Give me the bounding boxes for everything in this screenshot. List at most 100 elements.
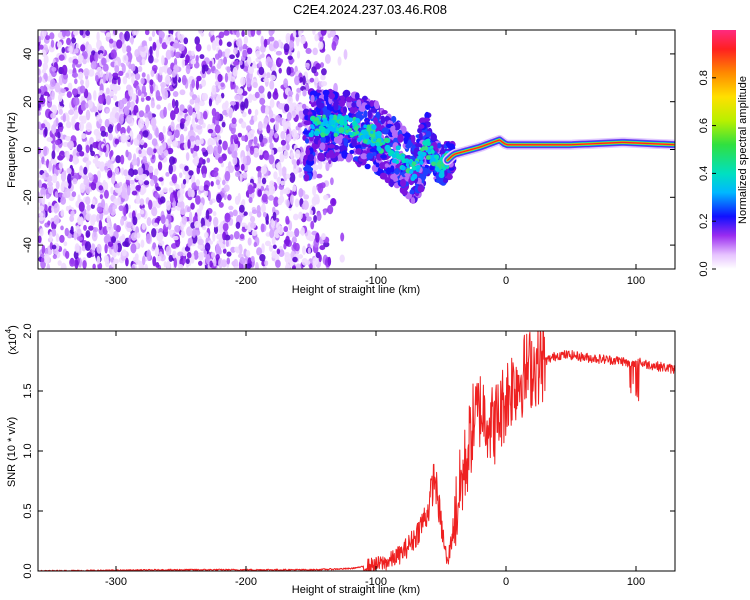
spectrogram-noise-cell (132, 225, 136, 232)
spectrogram-noise-cell (140, 239, 145, 248)
spectrogram-core-cell (409, 169, 414, 175)
spectrogram-noise-cell (312, 185, 317, 196)
spectrogram-noise-cell (273, 196, 280, 208)
spectrogram-noise-cell (221, 121, 226, 128)
spectrogram-halo-cell (343, 106, 348, 114)
spectrogram-noise-cell (213, 225, 219, 235)
spectrogram-noise-cell (284, 187, 291, 195)
spectrogram-noise-cell (69, 45, 73, 55)
spectrogram-noise-cell (41, 68, 47, 74)
spectrogram-noise-cell (298, 187, 304, 198)
spectrogram-noise-cell (253, 147, 260, 154)
spectrogram-noise-cell (159, 31, 165, 39)
spectrogram-noise-cell (264, 260, 269, 267)
spectrogram-noise-cell (237, 132, 243, 138)
spectrogram-halo-cell (317, 152, 325, 162)
spectrogram-halo-cell (366, 152, 374, 160)
spectrogram-noise-cell (275, 259, 281, 268)
spectrogram-noise-cell (190, 202, 195, 210)
spectrogram-noise-cell (216, 193, 222, 204)
spectrogram-noise-cell (74, 259, 79, 269)
spectrogram-noise-cell (241, 30, 245, 37)
spectrogram-noise-cell (255, 50, 261, 58)
spectrogram-noise-cell (66, 150, 70, 161)
spectrogram-noise-cell (76, 152, 81, 157)
spectrogram-core-cell (391, 158, 397, 164)
spectrogram-noise-cell (96, 255, 101, 265)
spectrogram-tone-band (446, 139, 675, 161)
spectrogram-noise-cell (132, 216, 138, 226)
spectrogram-noise-cell (134, 253, 139, 261)
spectrogram-noise-cell (38, 147, 42, 155)
spectrogram-halo-cell (333, 135, 342, 144)
spectrogram-noise-cell (293, 159, 297, 169)
spectrogram-noise-cell (85, 30, 91, 36)
spectrogram-noise-cell (305, 212, 310, 218)
spectrogram-noise-cell (116, 196, 121, 206)
spectrogram-noise-cell (125, 149, 129, 158)
spectrogram-noise-cell (38, 68, 41, 76)
spectrogram-noise-cell (204, 232, 209, 239)
spectrogram-noise-cell (100, 30, 107, 33)
spectrogram-noise-cell (121, 97, 128, 105)
spectrogram-noise-cell (115, 167, 120, 174)
spectrogram-noise-cell (51, 228, 57, 237)
spectrogram-noise-cell (291, 129, 298, 138)
spectrogram-noise-cell (149, 179, 155, 187)
spectrogram-noise-cell (187, 50, 193, 56)
colorbar-tick-label: 0.8 (698, 70, 710, 85)
spectrogram-noise-cell (174, 51, 181, 59)
spectrogram-core-cell (436, 161, 442, 167)
spectrogram-noise-cell (330, 197, 337, 207)
spectrogram-noise-cell (126, 185, 131, 196)
spectrogram-noise-cell (283, 123, 288, 133)
spectrogram-noise-cell (141, 255, 146, 266)
spectrogram-core-cell (401, 158, 406, 163)
spectrogram-noise-cell (64, 188, 71, 199)
spectrogram-noise-cell (269, 98, 275, 109)
spectrogram-noise-cell (318, 41, 324, 50)
spectrogram-noise-cell (202, 110, 208, 120)
spectrogram-noise-cell (104, 243, 108, 254)
spectrogram-noise-cell (314, 33, 319, 42)
spectrogram-noise-cell (150, 69, 155, 78)
spectrogram-noise-cell (168, 229, 174, 235)
spectrogram-noise-cell (226, 41, 232, 47)
spectrogram-halo-cell (351, 102, 357, 108)
spectrogram-noise-cell (278, 67, 282, 74)
spectrogram-noise-cell (130, 35, 134, 45)
spectrogram-noise-cell (211, 84, 217, 95)
spectrogram-noise-cell (56, 146, 60, 153)
spectrogram-noise-cell (252, 60, 256, 69)
spectrogram-noise-cell (243, 134, 249, 143)
spectrogram-noise-cell (163, 63, 168, 74)
spectrogram-noise-cell (304, 83, 310, 92)
spectrogram-halo-cell (356, 99, 362, 108)
spectrogram-noise-cell (78, 121, 84, 132)
spectrogram-noise-cell (296, 50, 301, 59)
spectrogram-noise-cell (169, 156, 176, 166)
spectrogram-noise-cell (198, 251, 205, 258)
spectrogram-noise-cell (130, 232, 138, 241)
spectrogram-noise-cell (51, 150, 56, 160)
spectrogram-noise-cell (284, 254, 289, 263)
spectrogram-noise-cell (158, 66, 163, 76)
spectrogram-halo-cell (342, 89, 351, 97)
spectrogram-core-cell (320, 127, 326, 133)
spectrogram-noise-cell (192, 227, 196, 238)
spectrogram-noise-cell (267, 91, 272, 99)
spectrogram-noise-cell (68, 69, 73, 75)
spectrogram-noise-cell (285, 32, 291, 43)
spectrogram-core-cell (416, 164, 421, 169)
spectrogram-noise-cell (216, 233, 222, 240)
spectrogram-noise-cell (185, 115, 192, 122)
spectrogram-noise-cell (276, 177, 282, 183)
spectrogram-noise-cell (162, 89, 169, 101)
spectrogram-noise-cell (289, 194, 294, 205)
spectrogram-noise-cell (269, 74, 276, 81)
spectrogram-noise-cell (57, 154, 64, 161)
spectrogram-noise-cell (292, 184, 297, 192)
spectrogram-y-axis-title: Frequency (Hz) (6, 112, 18, 188)
spectrogram-noise-cell (256, 205, 261, 214)
spectrogram-noise-cell (228, 108, 233, 119)
